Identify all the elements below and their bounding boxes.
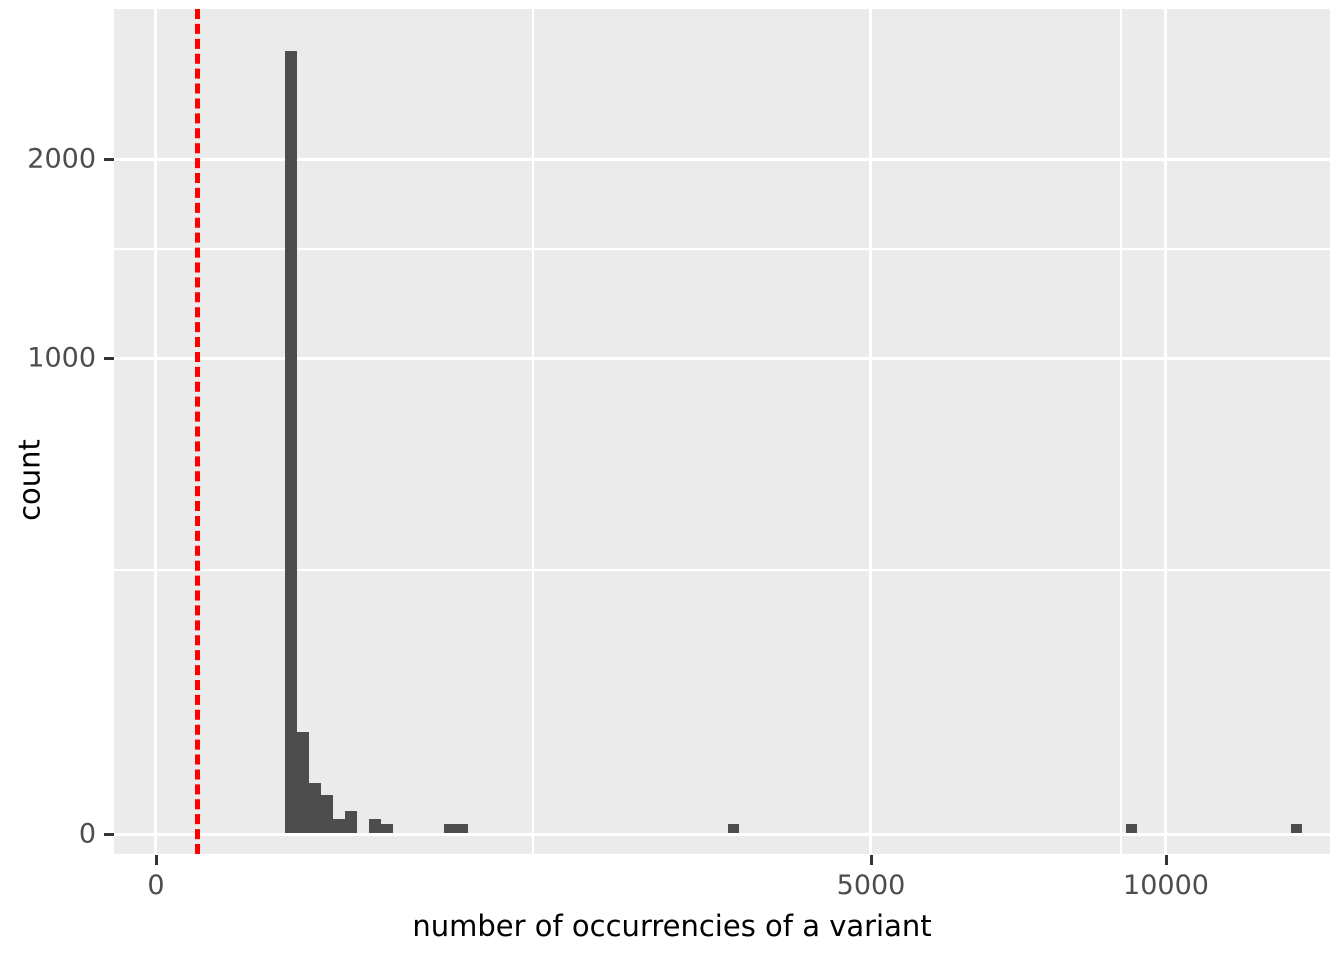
x-tick-label-5000: 5000 bbox=[836, 870, 906, 901]
histogram-bar bbox=[345, 811, 357, 833]
mean-reference-line bbox=[195, 9, 200, 854]
gridline-major-y-1000 bbox=[114, 357, 1330, 360]
histogram-bars bbox=[114, 9, 1330, 833]
histogram-bar bbox=[309, 783, 321, 833]
y-tick-label-2000: 2000 bbox=[27, 143, 96, 175]
gridline-minor-y-500 bbox=[114, 569, 1330, 571]
x-tick-mark-5000 bbox=[870, 855, 873, 865]
y-tick-mark-0 bbox=[104, 833, 114, 836]
histogram-bar bbox=[1291, 824, 1302, 833]
histogram-bar bbox=[297, 732, 309, 833]
histogram-bar bbox=[456, 824, 468, 833]
gridline-major-x-10000 bbox=[1164, 9, 1167, 854]
gridline-minor-y-1500 bbox=[114, 248, 1330, 250]
y-tick-label-1000: 1000 bbox=[27, 342, 96, 374]
gridline-major-x-0 bbox=[154, 9, 157, 854]
plot-panel bbox=[114, 9, 1330, 854]
x-tick-label-0: 0 bbox=[147, 870, 165, 901]
histogram-bar bbox=[728, 824, 739, 833]
histogram-bar bbox=[285, 51, 297, 833]
histogram-bar bbox=[333, 819, 345, 833]
y-tick-mark-1000 bbox=[104, 357, 114, 360]
gridline-major-y-2000 bbox=[114, 158, 1330, 161]
y-tick-mark-2000 bbox=[104, 158, 114, 161]
x-axis-title: number of occurrencies of a variant bbox=[412, 909, 932, 943]
gridline-minor-x-7500 bbox=[1120, 9, 1122, 854]
histogram-bar bbox=[321, 795, 333, 833]
histogram-bar bbox=[1126, 824, 1137, 833]
histogram-bar bbox=[381, 824, 393, 833]
gridline-major-y-0 bbox=[114, 833, 1330, 836]
y-axis-title: count bbox=[12, 439, 47, 521]
x-tick-mark-0 bbox=[155, 855, 158, 865]
x-tick-mark-10000 bbox=[1165, 855, 1168, 865]
histogram-bar bbox=[444, 824, 456, 833]
gridline-major-x-5000 bbox=[869, 9, 872, 854]
x-tick-label-10000: 10000 bbox=[1123, 870, 1209, 901]
y-tick-label-0: 0 bbox=[78, 818, 96, 850]
histogram-bar bbox=[369, 819, 381, 833]
gridline-minor-x-2500 bbox=[532, 9, 534, 854]
